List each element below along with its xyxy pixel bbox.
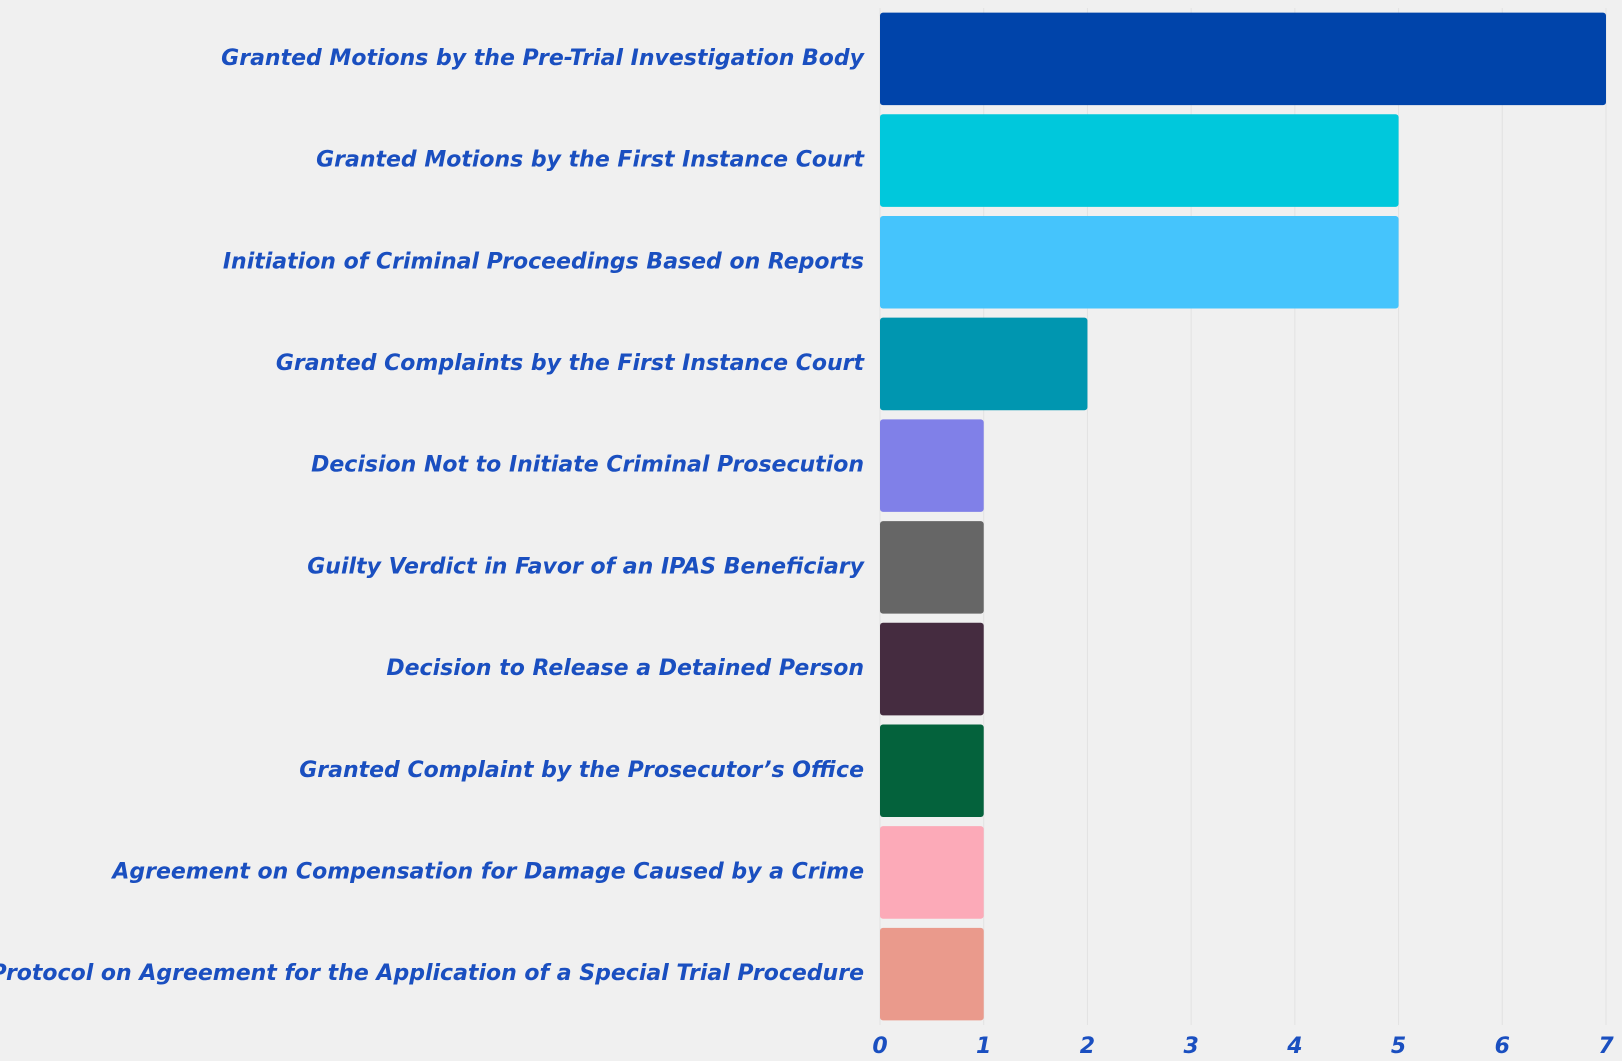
x-tick-label: 4	[1286, 1034, 1302, 1059]
y-tick-label: Decision to Release a Detained Person	[386, 656, 864, 681]
y-tick-label: Initiation of Criminal Proceedings Based…	[223, 249, 864, 274]
bar	[880, 114, 1399, 207]
x-tick-label: 5	[1391, 1034, 1406, 1059]
bar	[880, 826, 984, 919]
bar	[880, 521, 984, 614]
bar	[880, 419, 984, 512]
y-tick-label: Granted Motions by the First Instance Co…	[316, 148, 865, 173]
x-tick-label: 0	[872, 1034, 887, 1059]
y-tick-label: Granted Motions by the Pre-Trial Investi…	[221, 46, 865, 71]
bar	[880, 12, 1606, 106]
bar	[880, 622, 984, 716]
x-tick-label: 3	[1183, 1034, 1198, 1059]
y-tick-label: Protocol on Agreement for the Applicatio…	[0, 961, 864, 986]
bar	[880, 215, 1399, 309]
y-tick-label: Decision Not to Initiate Criminal Prosec…	[311, 453, 864, 478]
x-tick-label: 2	[1080, 1034, 1095, 1059]
y-tick-label: Granted Complaint by the Prosecutor’s Of…	[299, 758, 864, 783]
bar	[880, 927, 984, 1021]
x-tick-label: 1	[976, 1034, 991, 1059]
y-tick-label: Agreement on Compensation for Damage Cau…	[110, 859, 864, 884]
y-tick-label: Guilty Verdict in Favor of an IPAS Benef…	[307, 554, 865, 579]
bar	[880, 724, 984, 818]
x-tick-label: 6	[1495, 1034, 1510, 1059]
x-tick-label: 7	[1598, 1034, 1614, 1059]
bar	[880, 317, 1088, 411]
y-tick-label: Granted Complaints by the First Instance…	[276, 351, 866, 376]
